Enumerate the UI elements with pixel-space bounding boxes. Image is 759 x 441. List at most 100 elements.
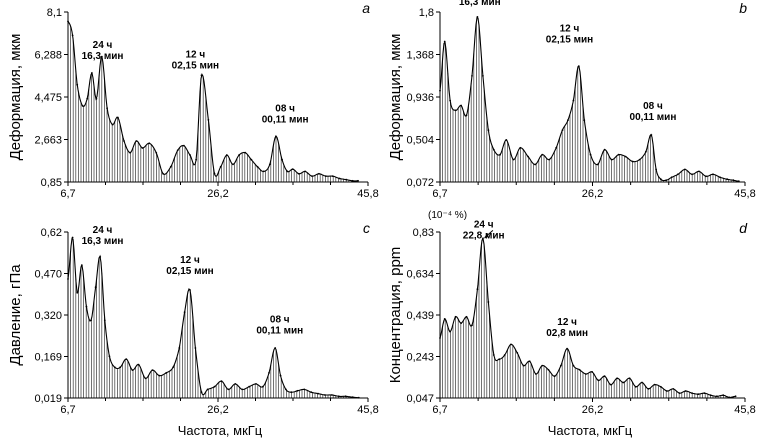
x-tick-label: 6,7 (60, 188, 75, 200)
data-point (106, 107, 108, 109)
panel-letter: a (362, 0, 370, 16)
data-point (80, 264, 83, 266)
y-tick-label: 0,072 (406, 177, 434, 189)
data-point (622, 381, 625, 384)
data-point (169, 165, 172, 168)
data-point (541, 153, 544, 156)
data-point (291, 168, 294, 171)
data-point (220, 380, 223, 383)
data-point (344, 395, 347, 398)
data-point (647, 388, 650, 390)
data-point (213, 385, 216, 388)
data-point (583, 119, 586, 122)
x-tick-label: 45,8 (357, 188, 378, 200)
y-axis-title: Концентрация, ppm (387, 247, 404, 384)
data-point (268, 372, 270, 374)
data-point (617, 153, 620, 156)
data-point (628, 377, 631, 380)
peak-annotation: 12 ч 02,15 мин (172, 50, 219, 72)
data-point (482, 75, 484, 77)
data-point (548, 158, 551, 161)
data-point (317, 392, 319, 395)
x-tick-label: 45,8 (734, 188, 755, 200)
data-point (465, 114, 468, 117)
data-point (338, 177, 341, 180)
peak-annotation: 12 ч 02,15 мин (546, 23, 593, 45)
data-point (357, 179, 359, 182)
data-point (268, 163, 271, 166)
peak-annotation: 24 ч16,3 мин (459, 0, 501, 8)
data-point (94, 286, 97, 289)
data-point (589, 153, 592, 156)
data-point (659, 178, 662, 181)
x-tick-label: 45,8 (357, 404, 378, 416)
data-point (572, 364, 575, 367)
data-point (672, 388, 675, 390)
y-tick-label: 0,019 (34, 393, 62, 405)
peak-arrow (483, 229, 494, 239)
panel-letter: c (363, 220, 370, 236)
data-point (684, 390, 687, 392)
data-point (670, 176, 673, 179)
data-point (645, 150, 647, 153)
data-point (200, 391, 203, 394)
data-point (238, 154, 241, 156)
data-point (534, 163, 537, 166)
data-point (443, 40, 446, 43)
data-point (274, 347, 277, 349)
data-point (653, 383, 656, 386)
data-point (189, 154, 191, 156)
data-point (460, 104, 462, 107)
series-line (67, 21, 358, 182)
y-tick-label: 8,1 (47, 7, 62, 19)
unit-note: (10⁻⁴ %) (428, 210, 467, 221)
data-point (311, 175, 313, 178)
data-point (135, 140, 138, 142)
data-point (560, 364, 562, 367)
data-point (244, 151, 247, 154)
data-point (527, 155, 529, 158)
panel-a: 0,85 2,663 4,475 6,288 8,1 6,7 26,2 45,8 Деформа… (7, 0, 379, 200)
data-point (95, 97, 98, 100)
y-tick-label: 0,936 (406, 92, 434, 104)
data-point (345, 178, 348, 181)
data-point (482, 237, 484, 240)
data-point (219, 165, 222, 168)
y-tick-label: 0,243 (406, 352, 434, 364)
data-point (303, 388, 306, 391)
data-point (516, 351, 519, 354)
x-tick-label: 26,2 (582, 404, 603, 416)
data-point (131, 369, 134, 371)
data-point (610, 158, 613, 161)
y-tick-label: 2,663 (34, 135, 62, 147)
data-point (603, 148, 606, 151)
data-point (449, 330, 451, 333)
y-tick-label: 0,83 (413, 227, 434, 239)
data-point (155, 151, 158, 154)
data-point (129, 151, 132, 154)
data-point (148, 142, 151, 145)
data-point (232, 163, 234, 166)
data-point (465, 315, 468, 318)
data-point (176, 149, 179, 152)
data-point (337, 395, 340, 398)
data-point (165, 372, 168, 374)
peak-annotation: 24 ч 22,8 мин (463, 219, 505, 241)
data-point (454, 315, 457, 318)
data-point (290, 391, 293, 394)
data-point (716, 395, 718, 398)
data-point (71, 236, 74, 239)
data-point (256, 165, 259, 168)
data-point (296, 389, 299, 392)
y-tick-label: 1,368 (406, 50, 434, 62)
panel-letter: d (739, 220, 748, 236)
panel-d: 0,047 0,243 0,439 0,634 0,83 6,7 26,2 45,8 Конце… (387, 210, 756, 438)
data-point (616, 377, 618, 380)
data-point (318, 172, 320, 175)
data-point (547, 368, 550, 371)
data-point (144, 377, 147, 380)
data-point (324, 175, 327, 178)
data-point (331, 394, 333, 396)
data-point (194, 347, 197, 349)
